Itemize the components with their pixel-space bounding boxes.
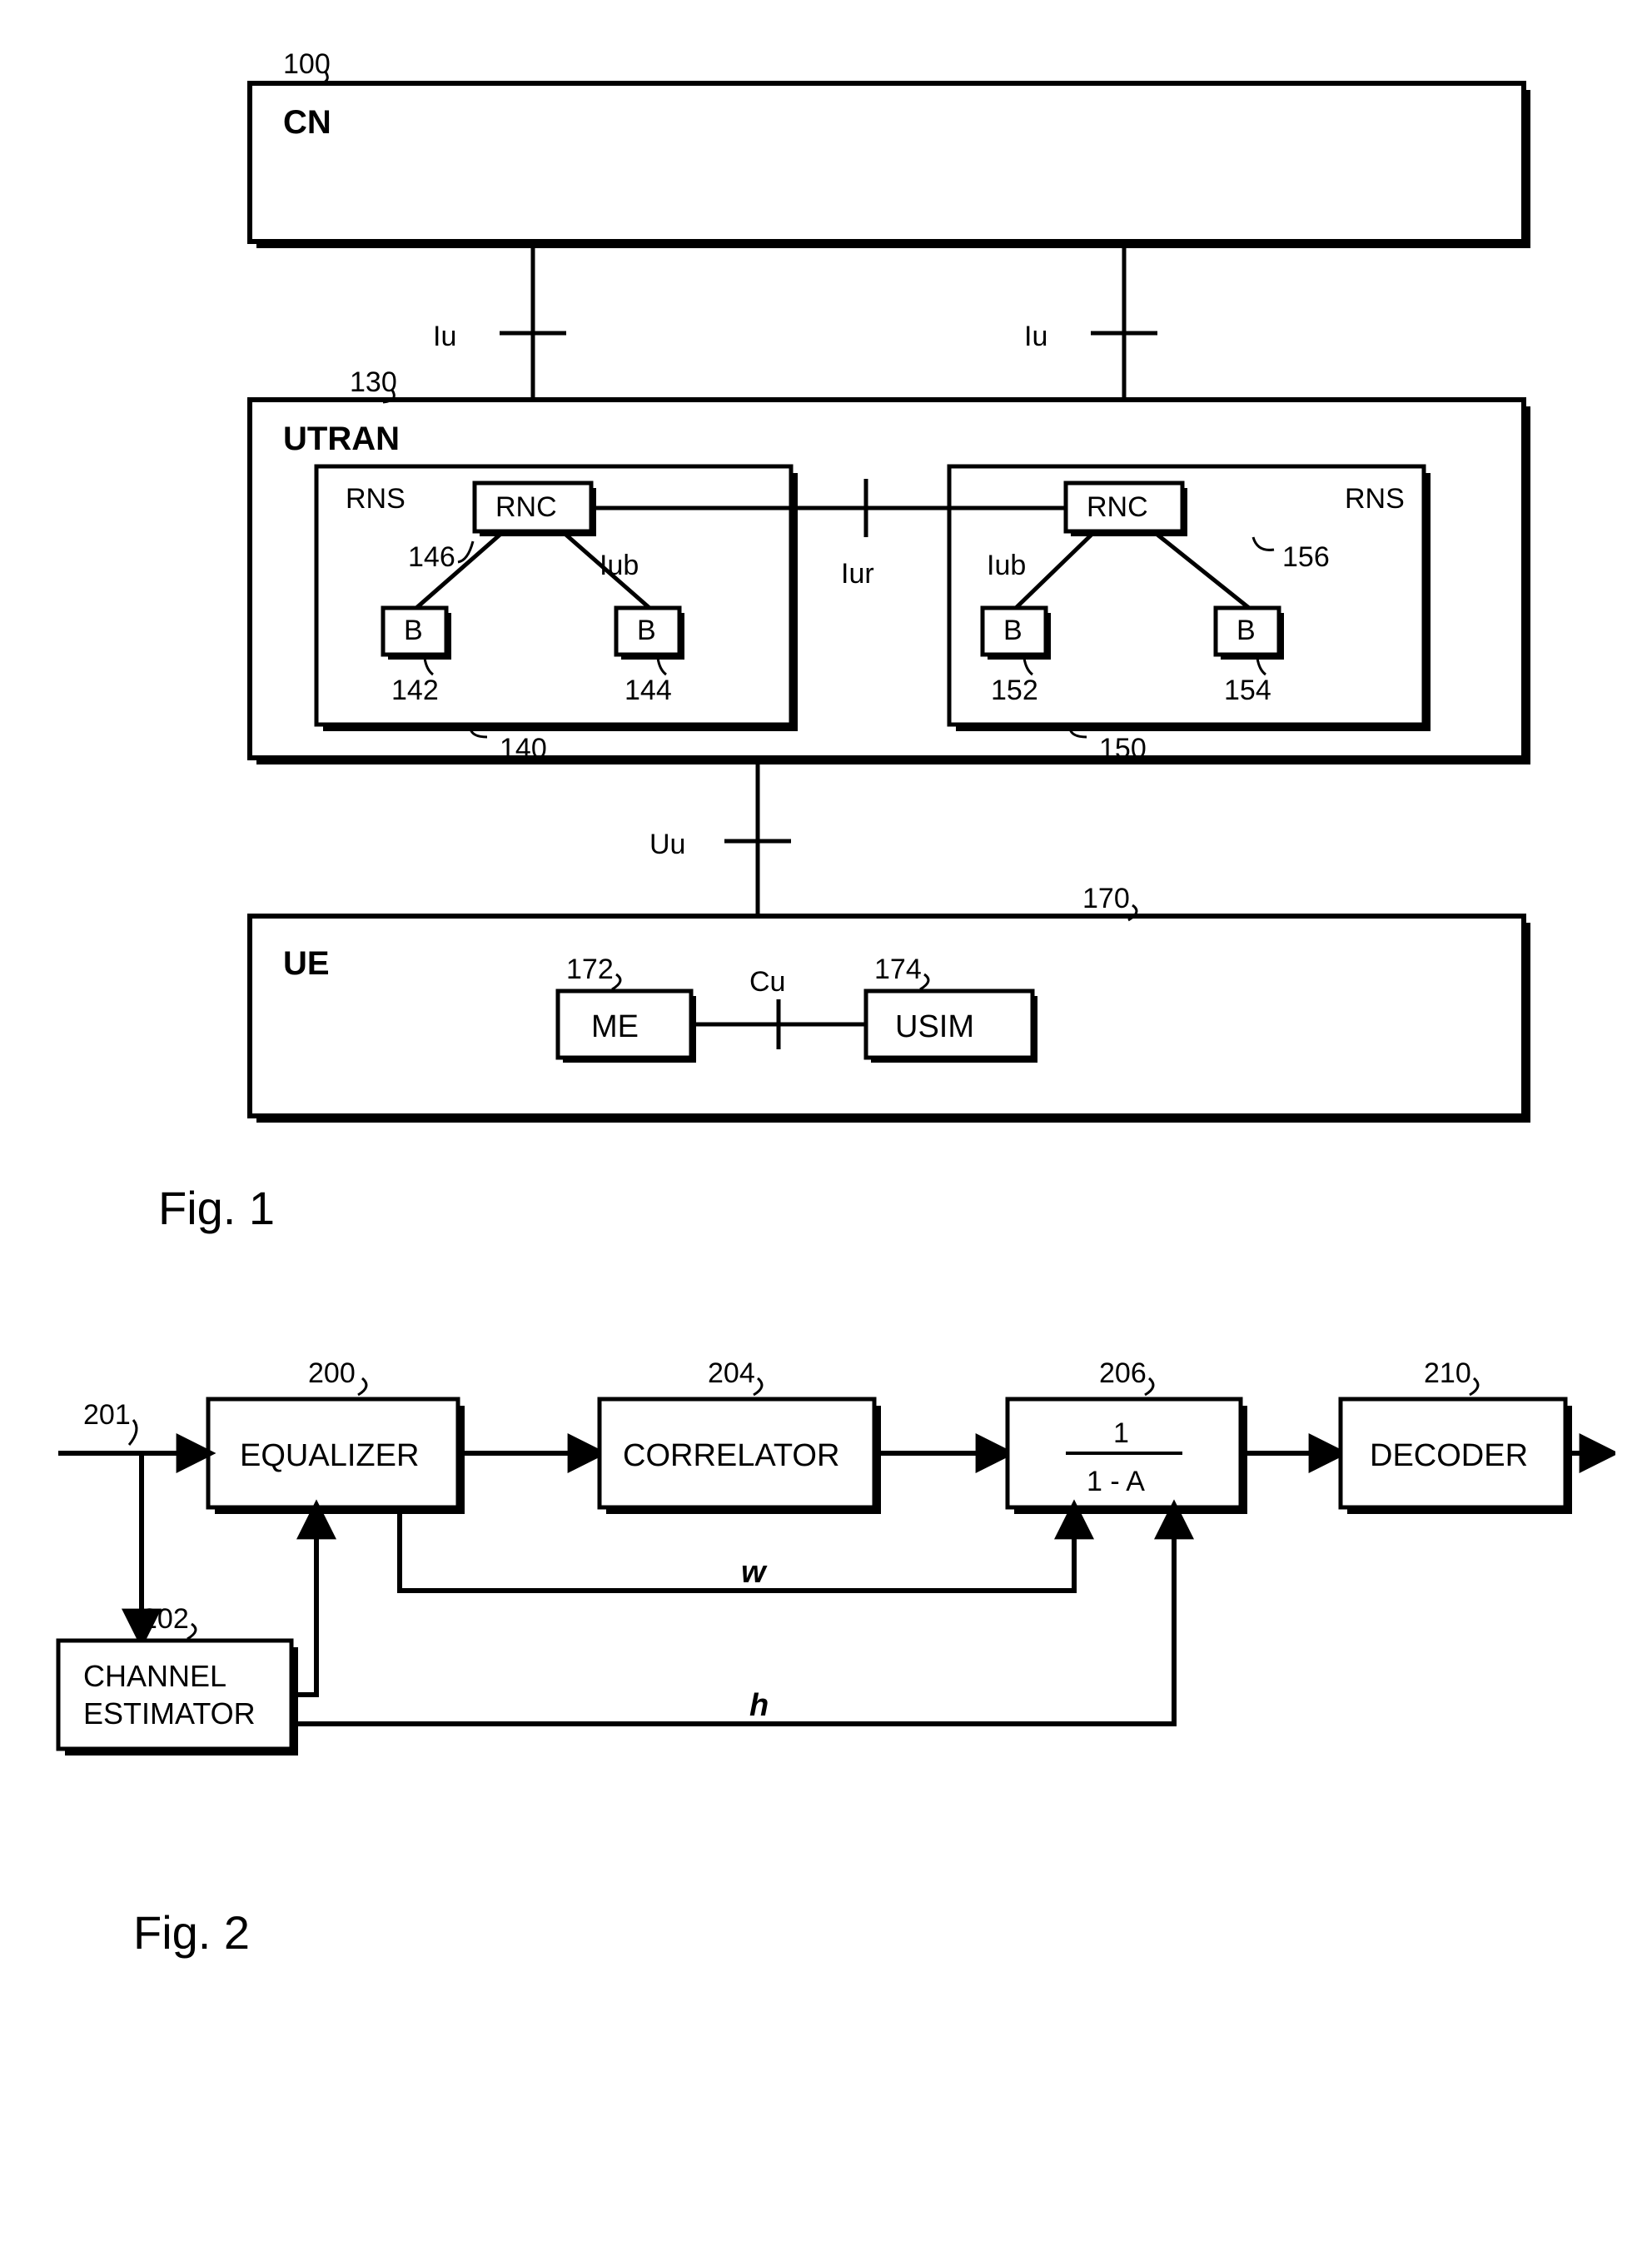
decoder-label: DECODER <box>1370 1438 1528 1473</box>
ue-label: UE <box>283 945 330 982</box>
iub-left-label: Iub <box>600 550 639 581</box>
decoder-block: DECODER 210 <box>1341 1357 1572 1514</box>
w-label: w <box>741 1555 768 1590</box>
fig2-caption: Fig. 2 <box>133 1906 250 1959</box>
iur-label: Iur <box>841 558 874 590</box>
chest-num: 202 <box>142 1603 189 1635</box>
rns-right: RNS RNC 156 Iub B 152 B 154 150 <box>949 466 1431 764</box>
b-lr-num: 144 <box>624 675 672 706</box>
cn-num: 100 <box>283 48 331 80</box>
rnc-left-label: RNC <box>495 491 557 523</box>
channel-estimator-block: CHANNEL ESTIMATOR 202 <box>58 1603 298 1756</box>
rns-left-num: 140 <box>500 733 547 764</box>
usim-num: 174 <box>874 954 922 985</box>
decoder-num: 210 <box>1424 1357 1471 1389</box>
b-lr-label: B <box>637 615 656 646</box>
cn-label: CN <box>283 104 331 141</box>
b-ll-num: 142 <box>391 675 439 706</box>
rns-left-label: RNS <box>346 483 406 515</box>
correlator-num: 204 <box>708 1357 755 1389</box>
chest-label2: ESTIMATOR <box>83 1696 256 1731</box>
utran-label: UTRAN <box>283 421 400 457</box>
fig2-svg: EQUALIZER 200 201 CHANNEL ESTIMATOR 202 … <box>33 1282 1615 2032</box>
rns-right-label: RNS <box>1345 483 1405 515</box>
b-rr-label: B <box>1237 615 1256 646</box>
me-num: 172 <box>566 954 614 985</box>
fraction-top: 1 <box>1113 1417 1129 1449</box>
cu-label: Cu <box>749 966 785 998</box>
iu-left: Iu <box>433 242 566 400</box>
b-rl-num: 152 <box>991 675 1038 706</box>
rnc-right-label: RNC <box>1087 491 1148 523</box>
rnc-left-num: 146 <box>408 541 455 573</box>
h-label: h <box>749 1688 769 1723</box>
equalizer-block: EQUALIZER 200 <box>208 1357 465 1514</box>
rns-left: RNS RNC 146 Iub B 142 B 144 140 <box>316 466 798 764</box>
correlator-label: CORRELATOR <box>623 1438 839 1473</box>
h-feedback: h <box>291 1507 1174 1724</box>
fraction-bottom: 1 - A <box>1087 1466 1145 1497</box>
utran-num: 130 <box>350 366 397 398</box>
uu-link: Uu <box>649 758 791 916</box>
fig1-svg: CN 100 Iu Iu UTRAN 130 RNS RNC 146 Iub <box>33 33 1615 1282</box>
b-ll-label: B <box>404 615 423 646</box>
w-feedback: w <box>400 1507 1074 1591</box>
equalizer-label: EQUALIZER <box>240 1438 419 1473</box>
b-rr-num: 154 <box>1224 675 1271 706</box>
fig1-caption: Fig. 1 <box>158 1182 275 1234</box>
chest-label1: CHANNEL <box>83 1659 226 1693</box>
correlator-block: CORRELATOR 204 <box>600 1357 881 1514</box>
equalizer-num: 200 <box>308 1357 356 1389</box>
b-rl-label: B <box>1003 615 1023 646</box>
iu-right: Iu <box>1024 242 1157 400</box>
fraction-block: 1 1 - A 206 <box>1008 1357 1247 1514</box>
usim-label: USIM <box>895 1009 974 1044</box>
iu-right-label: Iu <box>1024 321 1047 352</box>
iu-left-label: Iu <box>433 321 456 352</box>
rnc-right-num: 156 <box>1282 541 1330 573</box>
rns-right-num: 150 <box>1099 733 1147 764</box>
iub-right-label: Iub <box>987 550 1026 581</box>
input-num: 201 <box>83 1399 131 1431</box>
me-label: ME <box>591 1009 639 1044</box>
fraction-num: 206 <box>1099 1357 1147 1389</box>
cn-block: CN 100 <box>250 48 1530 248</box>
ue-num: 170 <box>1082 883 1130 914</box>
input-arrow: 201 <box>58 1399 208 1453</box>
uu-label: Uu <box>649 829 685 860</box>
